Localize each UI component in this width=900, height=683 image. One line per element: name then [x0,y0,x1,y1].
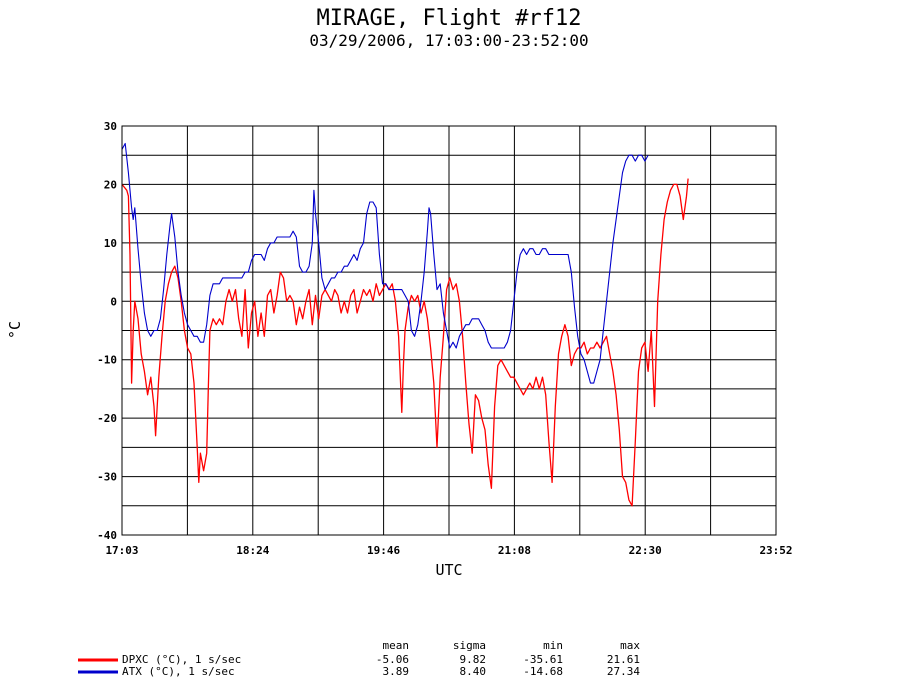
y-tick-label: -40 [97,529,117,542]
stats-header-max: max [620,639,640,652]
y-tick-label: 20 [104,178,117,191]
y-tick-label: -30 [97,471,117,484]
series-line-dpxc [122,178,689,507]
chart-title: MIRAGE, Flight #rf12 [317,6,582,31]
legend-label: ATX (°C), 1 s/sec [122,665,235,678]
y-tick-label: 10 [104,237,117,250]
legend-stat-min: -14.68 [523,665,563,678]
x-tick-label: 22:30 [629,544,662,557]
x-tick-label: 23:52 [759,544,792,557]
y-tick-label: 30 [104,120,117,133]
legend-stat-mean: -5.06 [376,653,409,666]
y-axis-label: °C [6,321,24,339]
x-tick-label: 21:08 [498,544,531,557]
legend-stat-min: -35.61 [523,653,563,666]
stats-header-mean: mean [383,639,410,652]
series-line-atx [122,142,649,384]
y-tick-label: -10 [97,354,117,367]
x-tick-labels: 17:03 18:24 19:46 21:08 22:30 23:52 [105,544,792,557]
legend-stat-sigma: 8.40 [460,665,487,678]
legend-stat-mean: 3.89 [383,665,410,678]
stats-header-min: min [543,639,563,652]
y-tick-label: -20 [97,412,117,425]
legend-stat-sigma: 9.82 [460,653,487,666]
stats-header-sigma: sigma [453,639,486,652]
legend: DPXC (°C), 1 s/sec -5.06 9.82 -35.61 21.61 AT… [78,653,640,678]
legend-stat-max: 27.34 [607,665,640,678]
legend-label: DPXC (°C), 1 s/sec [122,653,241,666]
plot-frame [121,125,777,536]
y-tick-label: 0 [110,295,117,308]
chart-subtitle: 03/29/2006, 17:03:00-23:52:00 [309,31,588,50]
legend-stat-max: 21.61 [607,653,640,666]
x-tick-label: 18:24 [236,544,269,557]
x-tick-label: 19:46 [367,544,400,557]
grid [121,125,777,536]
x-axis-label: UTC [435,561,462,579]
stats-header: mean sigma min max [383,639,641,652]
series-lines [122,142,689,507]
x-tick-label: 17:03 [105,544,138,557]
y-tick-labels: -40 -30 -20 -10 0 10 20 30 [97,120,117,542]
